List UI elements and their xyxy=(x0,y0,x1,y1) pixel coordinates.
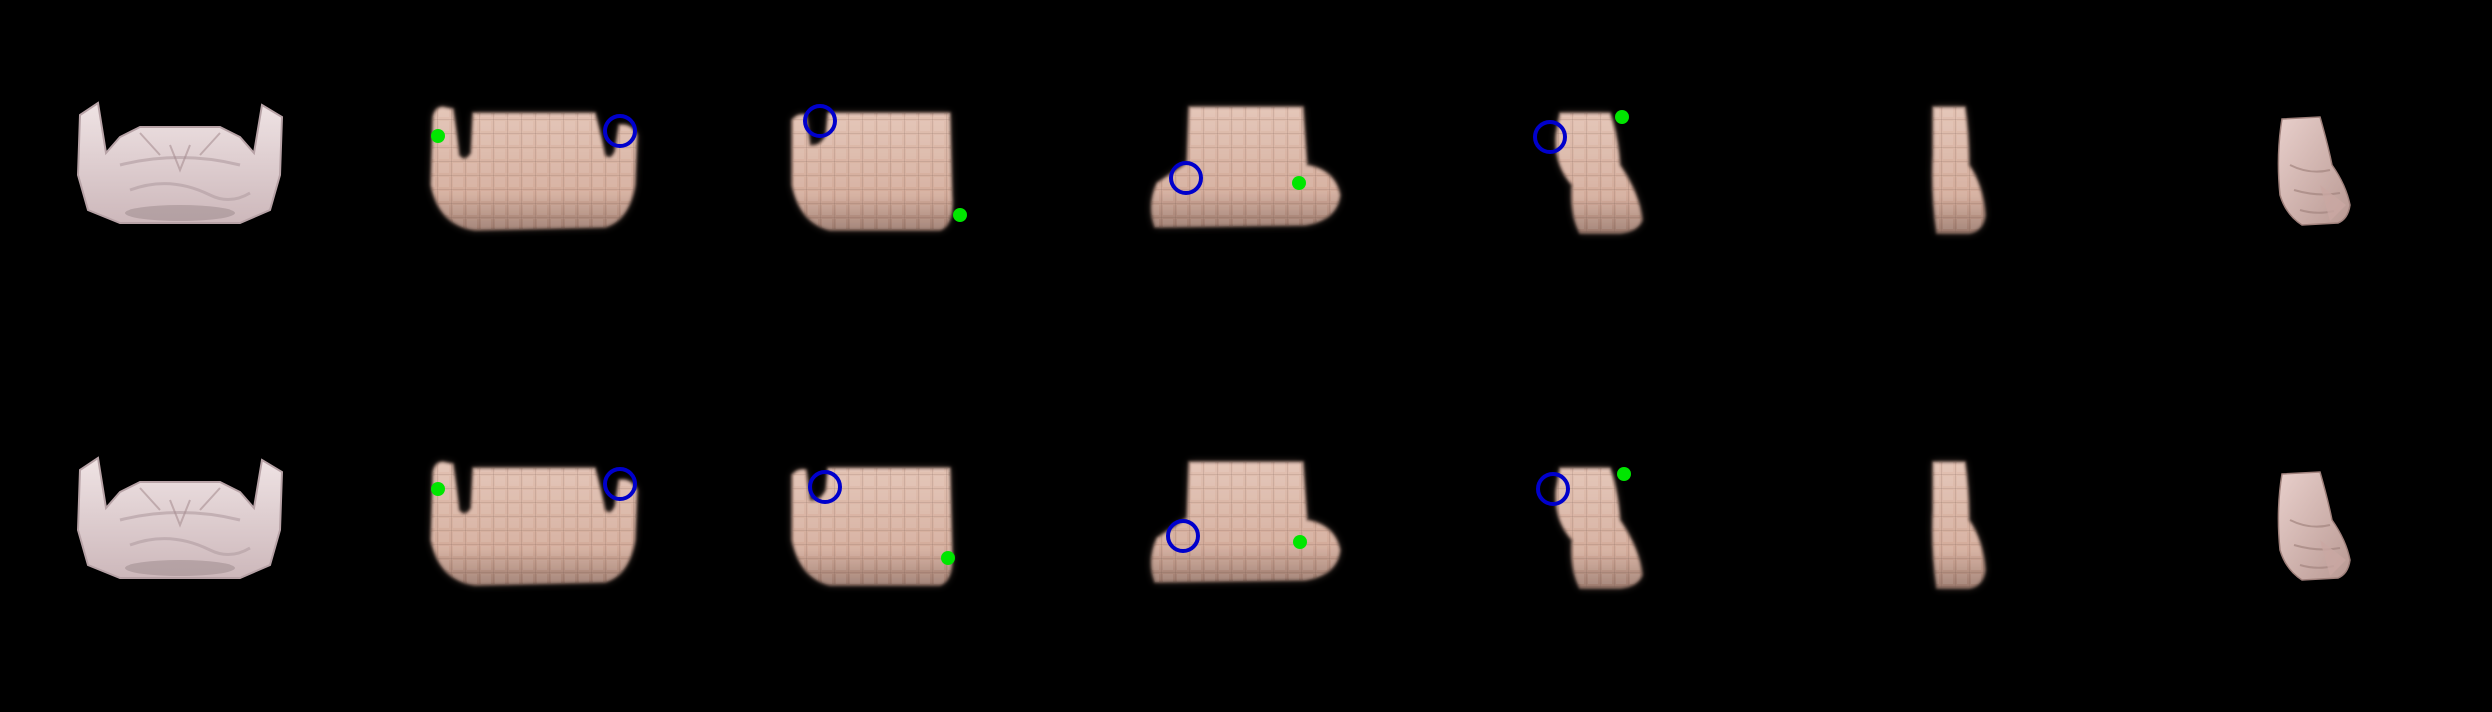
pick-point-circle xyxy=(603,114,637,148)
predicted-cloth-strip xyxy=(1931,105,1987,235)
place-point-dot xyxy=(1615,110,1629,124)
pick-point-circle xyxy=(808,470,842,504)
predicted-cloth-narrow xyxy=(1554,466,1644,590)
frame-1-5 xyxy=(1533,110,1644,235)
frame-2-4 xyxy=(1150,460,1342,584)
frame-1-1 xyxy=(76,101,284,224)
figure-row-1 xyxy=(76,101,2351,235)
frame-2-1 xyxy=(76,456,284,579)
folded-shirt-photo xyxy=(2277,116,2351,226)
place-point-dot xyxy=(1617,467,1631,481)
frame-2-3 xyxy=(790,466,955,587)
frame-1-4 xyxy=(1150,105,1342,229)
predicted-cloth-l-shape xyxy=(790,111,954,232)
frame-1-2 xyxy=(429,105,639,232)
place-point-dot xyxy=(431,482,445,496)
place-point-dot xyxy=(1292,176,1306,190)
frame-2-2 xyxy=(429,460,639,587)
place-point-dot xyxy=(431,129,445,143)
frame-1-3 xyxy=(790,104,967,232)
predicted-cloth-trapezoid xyxy=(1150,460,1342,584)
place-point-dot xyxy=(1293,535,1307,549)
frame-1-6 xyxy=(1931,105,1987,235)
predicted-cloth-trapezoid xyxy=(1150,105,1342,229)
shirt-photo xyxy=(76,456,284,579)
frame-2-5 xyxy=(1536,466,1644,590)
predicted-cloth-narrow xyxy=(1554,111,1644,235)
predicted-cloth-l-shape xyxy=(790,466,954,587)
pick-point-circle xyxy=(1536,472,1570,506)
pick-point-circle xyxy=(1169,161,1203,195)
frame-1-7 xyxy=(2277,116,2351,226)
frame-2-6 xyxy=(1931,460,1987,590)
shirt-photo xyxy=(76,101,284,224)
predicted-cloth-strip xyxy=(1931,460,1987,590)
folded-shirt-photo xyxy=(2277,471,2351,581)
place-point-dot xyxy=(941,551,955,565)
predicted-cloth-u-top xyxy=(429,460,639,587)
place-point-dot xyxy=(953,208,967,222)
pick-point-circle xyxy=(603,467,637,501)
figure-row-2 xyxy=(76,456,2351,590)
pick-point-circle xyxy=(1166,519,1200,553)
predicted-cloth-u-top xyxy=(429,105,639,232)
pick-point-circle xyxy=(803,104,837,138)
frame-2-7 xyxy=(2277,471,2351,581)
pick-point-circle xyxy=(1533,120,1567,154)
